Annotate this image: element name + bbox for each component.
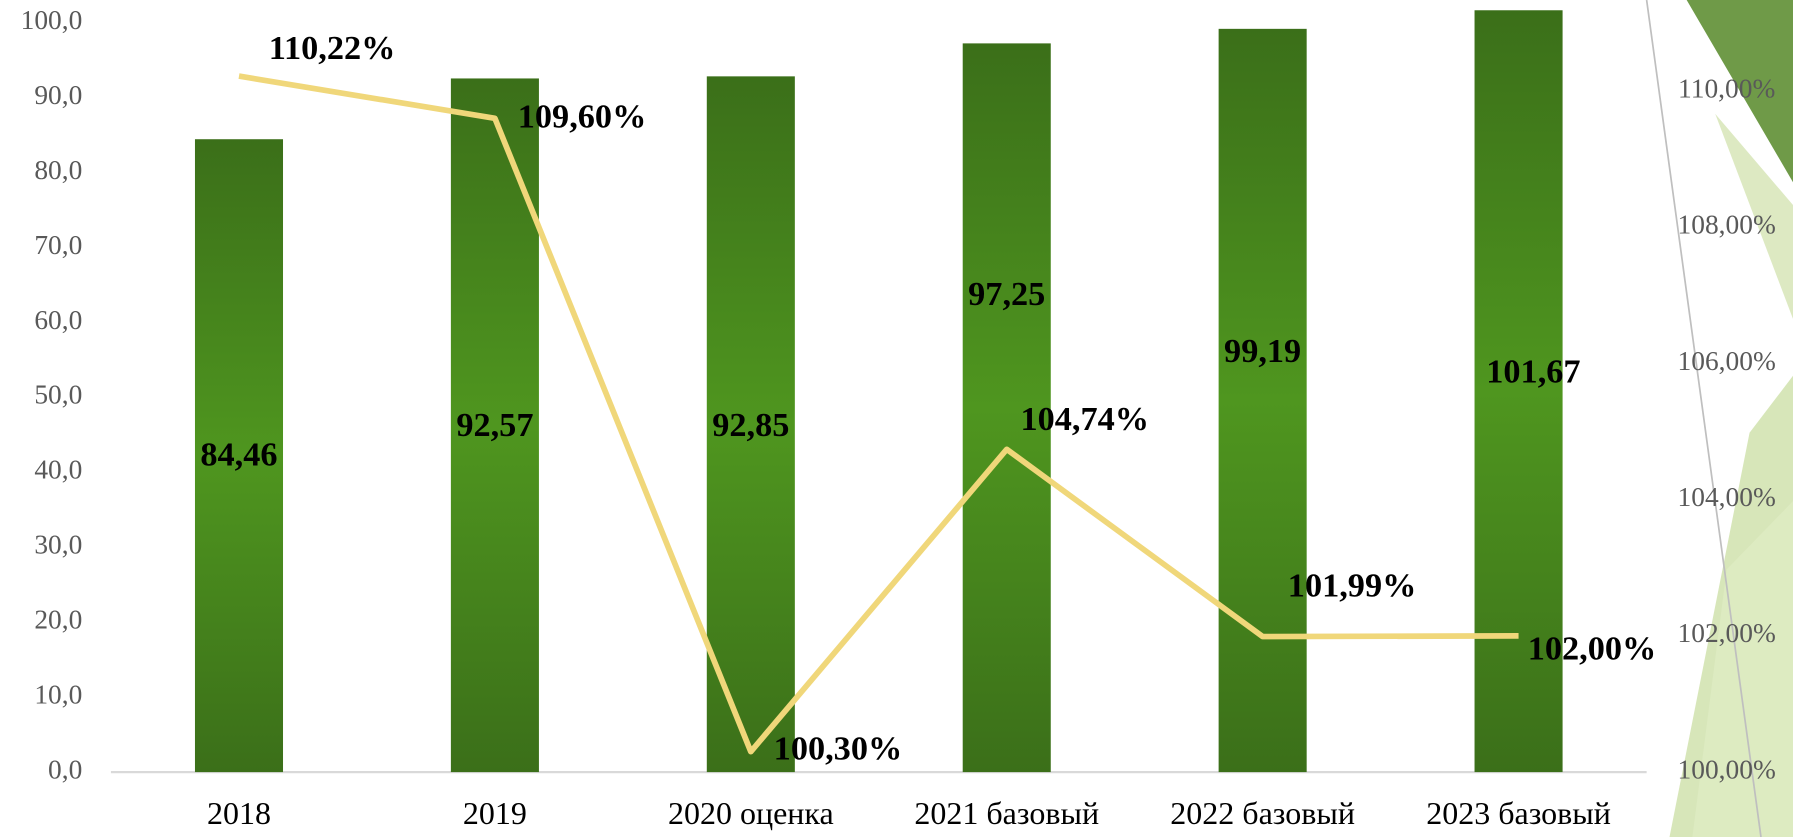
y-tick-label: 20,0 xyxy=(34,605,82,635)
line-value-label: 110,22% xyxy=(269,29,396,67)
x-tick-label: 2022 базовый xyxy=(1170,796,1355,831)
y2-tick-label: 104,00% xyxy=(1678,482,1776,512)
y-tick-label: 10,0 xyxy=(34,679,82,709)
line-value-label: 101,99% xyxy=(1288,567,1417,605)
y-tick-label: 80,0 xyxy=(34,155,82,185)
bar xyxy=(1218,28,1307,773)
x-tick-label: 2020 оценка xyxy=(668,796,834,831)
bar-value-label: 92,85 xyxy=(712,406,789,444)
x-tick-label: 2021 базовый xyxy=(914,796,1099,831)
y2-tick-label: 110,00% xyxy=(1678,73,1775,103)
y2-tick-label: 108,00% xyxy=(1678,210,1776,240)
bar-value-label: 99,19 xyxy=(1224,332,1301,370)
x-tick-label: 2019 xyxy=(463,796,527,831)
bar-value-label: 101,67 xyxy=(1486,353,1580,391)
y-tick-label: 70,0 xyxy=(34,230,82,260)
line-value-label: 104,74% xyxy=(1020,400,1149,438)
bar xyxy=(962,43,1051,773)
y-tick-label: 30,0 xyxy=(34,530,82,560)
y2-tick-label: 102,00% xyxy=(1678,618,1776,648)
y-tick-label: 50,0 xyxy=(34,380,82,410)
decoration xyxy=(1645,0,1793,837)
bar xyxy=(194,139,284,773)
y-tick-label: 40,0 xyxy=(34,455,82,485)
line-value-label: 109,60% xyxy=(518,97,647,135)
line-value-label: 100,30% xyxy=(774,730,903,768)
bar-value-label: 84,46 xyxy=(200,436,277,474)
y-tick-label: 90,0 xyxy=(34,80,82,110)
bar xyxy=(1474,10,1563,773)
y2-tick-label: 100,00% xyxy=(1678,754,1776,784)
line xyxy=(238,73,1519,755)
bar-value-label: 92,57 xyxy=(456,406,533,444)
x-tick-label: 2023 базовый xyxy=(1426,796,1611,831)
bar-value-label: 97,25 xyxy=(968,275,1045,313)
bar xyxy=(706,76,795,773)
y-tick-label: 0,0 xyxy=(48,754,82,784)
y-tick-label: 100,0 xyxy=(21,5,83,35)
x-tick-label: 2018 xyxy=(207,796,271,831)
y-tick-label: 60,0 xyxy=(34,305,82,335)
line-value-label: 102,00% xyxy=(1528,630,1657,668)
y2-tick-label: 106,00% xyxy=(1678,346,1776,376)
